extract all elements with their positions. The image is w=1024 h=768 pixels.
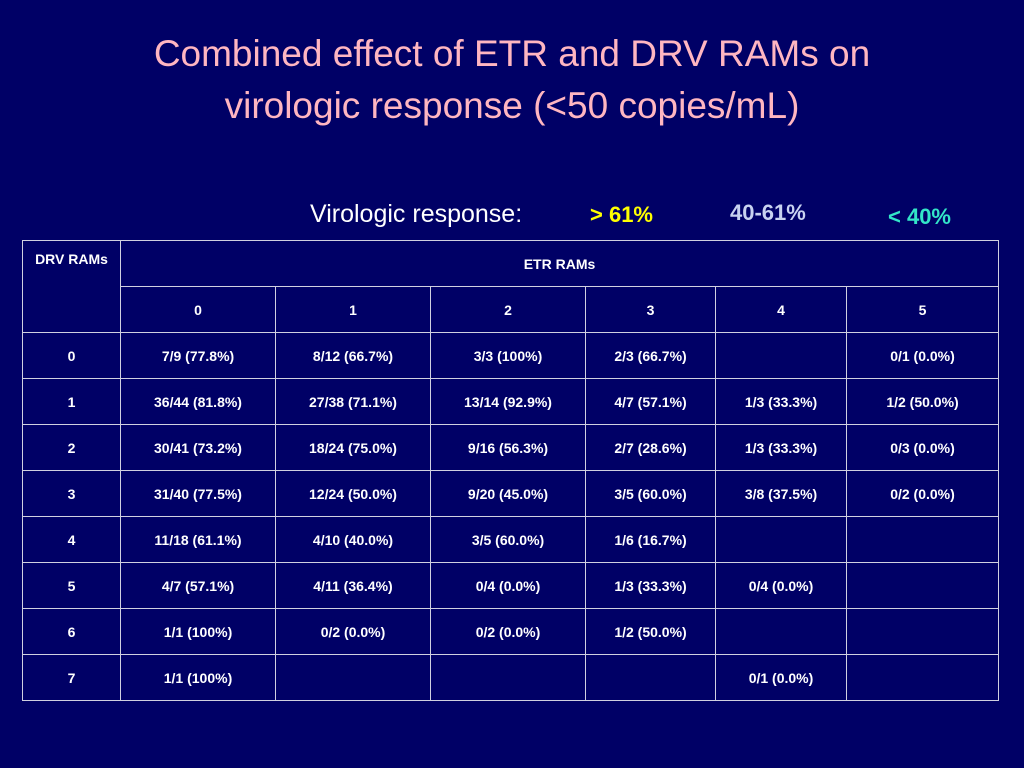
slide-title: Combined effect of ETR and DRV RAMs on v… bbox=[40, 28, 984, 132]
table-cell: 4/10 (40.0%) bbox=[275, 516, 431, 563]
table-cell bbox=[846, 516, 999, 563]
table-cell: 30/41 (73.2%) bbox=[120, 424, 276, 471]
table-cell bbox=[430, 654, 586, 701]
table-cell bbox=[715, 608, 847, 655]
table-row: 4 11/18 (61.1%) 4/10 (40.0%) 3/5 (60.0%) 1/6… bbox=[22, 516, 999, 563]
table-cell: 0/4 (0.0%) bbox=[430, 562, 586, 609]
legend-label: Virologic response: bbox=[310, 200, 523, 228]
table-cell: 12/24 (50.0%) bbox=[275, 470, 431, 517]
col-header: 3 bbox=[585, 286, 716, 333]
legend-mid: 40-61% bbox=[730, 200, 806, 225]
table-cell: 3/5 (60.0%) bbox=[430, 516, 586, 563]
table-row: 1 36/44 (81.8%) 27/38 (71.1%) 13/14 (92.9%)… bbox=[22, 378, 999, 425]
row-header: 1 bbox=[22, 378, 121, 425]
table-cell: 2/7 (28.6%) bbox=[585, 424, 716, 471]
table-cell: 0/2 (0.0%) bbox=[846, 470, 999, 517]
row-header: 0 bbox=[22, 332, 121, 379]
table-cell: 0/1 (0.0%) bbox=[715, 654, 847, 701]
table-cell: 3/3 (100%) bbox=[430, 332, 586, 379]
row-header: 6 bbox=[22, 608, 121, 655]
table-cell: 1/1 (100%) bbox=[120, 608, 276, 655]
table-cell: 1/1 (100%) bbox=[120, 654, 276, 701]
table-cell: 0/3 (0.0%) bbox=[846, 424, 999, 471]
table-cell: 0/2 (0.0%) bbox=[430, 608, 586, 655]
table-cell: 1/3 (33.3%) bbox=[715, 378, 847, 425]
table-cell: 27/38 (71.1%) bbox=[275, 378, 431, 425]
legend-high: > 61% bbox=[590, 202, 653, 227]
header-row-1: DRV RAMs ETR RAMs bbox=[22, 240, 999, 333]
table-cell: 4/11 (36.4%) bbox=[275, 562, 431, 609]
row-header: 4 bbox=[22, 516, 121, 563]
table-row: 3 31/40 (77.5%) 12/24 (50.0%) 9/20 (45.0%) 3… bbox=[22, 470, 999, 517]
table-cell: 31/40 (77.5%) bbox=[120, 470, 276, 517]
table-cell: 11/18 (61.1%) bbox=[120, 516, 276, 563]
table-cell: 1/6 (16.7%) bbox=[585, 516, 716, 563]
table-cell: 1/2 (50.0%) bbox=[585, 608, 716, 655]
table-cell: 4/7 (57.1%) bbox=[585, 378, 716, 425]
table-cell bbox=[846, 562, 999, 609]
col-header: 4 bbox=[715, 286, 847, 333]
table-cell bbox=[585, 654, 716, 701]
table-row: 7 1/1 (100%) 0/1 (0.0%) bbox=[22, 654, 999, 701]
table-cell: 8/12 (66.7%) bbox=[275, 332, 431, 379]
table-cell: 4/7 (57.1%) bbox=[120, 562, 276, 609]
table-cell: 18/24 (75.0%) bbox=[275, 424, 431, 471]
legend-low: < 40% bbox=[888, 204, 951, 229]
table-cell: 0/1 (0.0%) bbox=[846, 332, 999, 379]
response-table: DRV RAMs ETR RAMs 0 1 2 3 4 5 0 7/9 (77.8… bbox=[22, 240, 999, 701]
table-cell: 13/14 (92.9%) bbox=[430, 378, 586, 425]
table-cell: 9/20 (45.0%) bbox=[430, 470, 586, 517]
table-cell bbox=[846, 608, 999, 655]
table-cell: 0/2 (0.0%) bbox=[275, 608, 431, 655]
response-legend: Virologic response: > 61% 40-61% < 40% bbox=[0, 196, 1024, 236]
title-line-1: Combined effect of ETR and DRV RAMs on bbox=[153, 33, 871, 74]
table-cell: 3/5 (60.0%) bbox=[585, 470, 716, 517]
col-header: 0 bbox=[120, 286, 276, 333]
table-cell: 1/3 (33.3%) bbox=[585, 562, 716, 609]
col-header: 2 bbox=[430, 286, 586, 333]
table-cell: 0/4 (0.0%) bbox=[715, 562, 847, 609]
drv-rams-header: DRV RAMs bbox=[22, 240, 121, 333]
etr-rams-header: ETR RAMs bbox=[120, 240, 999, 287]
table-cell bbox=[275, 654, 431, 701]
header-row-2: 0 1 2 3 4 5 bbox=[23, 286, 999, 333]
title-line-2: virologic response (<50 copies/mL) bbox=[224, 85, 800, 126]
table-cell: 36/44 (81.8%) bbox=[120, 378, 276, 425]
table-cell: 1/3 (33.3%) bbox=[715, 424, 847, 471]
table-cell: 3/8 (37.5%) bbox=[715, 470, 847, 517]
table-row: 0 7/9 (77.8%) 8/12 (66.7%) 3/3 (100%) 2/3 (6… bbox=[22, 332, 999, 379]
col-header: 1 bbox=[275, 286, 431, 333]
row-header: 7 bbox=[22, 654, 121, 701]
table-cell: 2/3 (66.7%) bbox=[585, 332, 716, 379]
table-cell: 1/2 (50.0%) bbox=[846, 378, 999, 425]
row-header: 3 bbox=[22, 470, 121, 517]
row-header: 2 bbox=[22, 424, 121, 471]
table-cell bbox=[846, 654, 999, 701]
table-row: 2 30/41 (73.2%) 18/24 (75.0%) 9/16 (56.3%) 2… bbox=[22, 424, 999, 471]
col-header: 5 bbox=[846, 286, 999, 333]
table-cell bbox=[715, 516, 847, 563]
table-cell bbox=[715, 332, 847, 379]
table-row: 5 4/7 (57.1%) 4/11 (36.4%) 0/4 (0.0%) 1/3 (3… bbox=[22, 562, 999, 609]
row-header: 5 bbox=[22, 562, 121, 609]
table-cell: 7/9 (77.8%) bbox=[120, 332, 276, 379]
table-cell: 9/16 (56.3%) bbox=[430, 424, 586, 471]
table-row: 6 1/1 (100%) 0/2 (0.0%) 0/2 (0.0%) 1/2 (50.0… bbox=[22, 608, 999, 655]
